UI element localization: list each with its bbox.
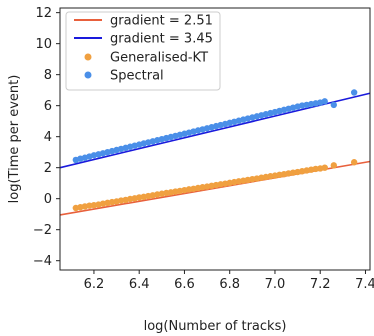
x-tick-label-6: 7.4 <box>355 277 374 292</box>
scatter-layer <box>72 89 358 212</box>
legend-label-generalised-kt: Generalised-KT <box>110 51 208 66</box>
y-tick-label-8: 12 <box>35 6 52 21</box>
legend-label-gradient-3.45: gradient = 3.45 <box>110 32 213 47</box>
plot-frame <box>59 7 371 271</box>
y-tick-label-3: 2 <box>44 161 52 176</box>
x-tick-label-0: 6.2 <box>84 277 105 292</box>
point-spectral-56 <box>330 101 337 109</box>
point-spectral-55 <box>321 98 328 105</box>
y-tick-label-7: 10 <box>35 37 52 52</box>
legend-marker-generalised-kt <box>84 53 92 61</box>
x-tick-label-5: 7.2 <box>310 277 331 292</box>
legend-label-spectral: Spectral <box>110 69 164 84</box>
point-spectral-57 <box>350 89 358 96</box>
y-tick-label-5: 6 <box>44 99 52 114</box>
y-tick-label-6: 8 <box>44 68 52 83</box>
y-tick-label-2: 0 <box>44 192 52 207</box>
y-axis: −4 −2 0 2 4 6 8 10 12 <box>33 6 60 269</box>
legend-label-gradient-2.51: gradient = 2.51 <box>110 14 213 29</box>
y-tick-label-0: −4 <box>33 254 52 269</box>
legend-box <box>65 11 221 91</box>
point-generalised-kt-57 <box>350 159 358 166</box>
x-tick-label-4: 7.0 <box>265 277 286 292</box>
x-axis-label: log(Number of tracks) <box>144 319 287 334</box>
legend: gradient = 2.51 gradient = 3.45 Generali… <box>65 11 221 91</box>
x-tick-label-3: 6.8 <box>219 277 240 292</box>
x-tick-label-2: 6.6 <box>174 277 195 292</box>
y-axis-label: log(Time per event) <box>7 75 22 204</box>
fit-line-1 <box>59 92 371 169</box>
legend-marker-spectral <box>84 71 92 79</box>
y-tick-label-1: −2 <box>33 223 52 238</box>
x-tick-label-1: 6.4 <box>129 277 150 292</box>
y-tick-label-4: 4 <box>44 130 52 145</box>
x-axis: 6.2 6.4 6.6 6.8 7.0 7.2 7.4 <box>84 270 374 292</box>
point-generalised-kt-56 <box>330 162 337 169</box>
point-generalised-kt-55 <box>321 164 328 171</box>
